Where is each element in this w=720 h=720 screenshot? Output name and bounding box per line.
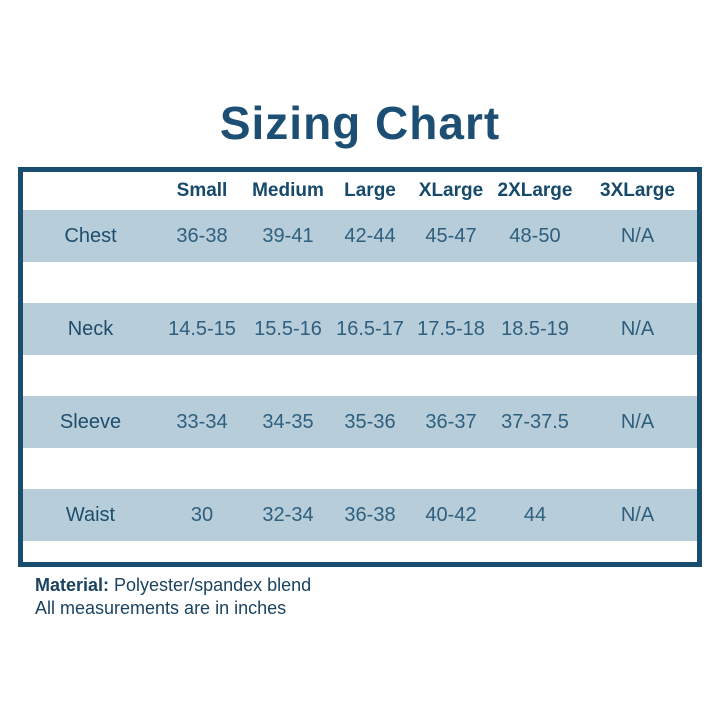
size-value-cell: 18.5-19	[501, 317, 569, 340]
size-value-cell: 42-44	[344, 224, 396, 247]
row-label: Sleeve	[59, 410, 122, 433]
column-header-2xlarge: 2XLarge	[497, 180, 573, 201]
table-row-neck: Neck 14.5-15 15.5-16 16.5-17 17.5-18 18.…	[23, 303, 697, 355]
measurements-note: All measurements are in inches	[35, 598, 287, 618]
column-header-small: Small	[176, 180, 228, 201]
row-label: Neck	[67, 317, 114, 340]
size-value-cell: 16.5-17	[336, 317, 404, 340]
table-header-row: Small Medium Large XLarge 2XLarge 3XLarg…	[23, 172, 697, 210]
material-line: Material: Polyester/spandex blend	[35, 574, 311, 597]
size-table: Small Medium Large XLarge 2XLarge 3XLarg…	[18, 167, 702, 567]
table-row-waist: Waist 30 32-34 36-38 40-42 44 N/A	[23, 489, 697, 541]
size-value-cell: 34-35	[262, 410, 314, 433]
table-row-chest: Chest 36-38 39-41 42-44 45-47 48-50 N/A	[23, 210, 697, 262]
column-header-large: Large	[344, 180, 396, 201]
row-label: Waist	[65, 503, 116, 526]
footer-notes: Material: Polyester/spandex blend All me…	[35, 574, 311, 620]
column-header-medium: Medium	[252, 180, 324, 201]
material-label: Material:	[35, 575, 110, 595]
size-value-cell: 36-38	[344, 503, 396, 526]
size-value-cell: N/A	[620, 410, 655, 433]
size-value-cell: 36-37	[425, 410, 477, 433]
size-value-cell: 37-37.5	[501, 410, 569, 433]
size-value-cell: 30	[190, 503, 214, 526]
size-value-cell: N/A	[620, 503, 655, 526]
material-value: Polyester/spandex blend	[109, 575, 312, 595]
size-value-cell: 44	[523, 503, 547, 526]
size-value-cell: 15.5-16	[254, 317, 322, 340]
size-value-cell: 48-50	[509, 224, 561, 247]
column-header-3xlarge: 3XLarge	[600, 180, 675, 201]
column-header-xlarge: XLarge	[418, 180, 484, 201]
size-value-cell: N/A	[620, 317, 655, 340]
row-label: Chest	[64, 224, 117, 247]
size-value-cell: 40-42	[425, 503, 477, 526]
size-value-cell: 14.5-15	[168, 317, 236, 340]
size-value-cell: N/A	[620, 224, 655, 247]
page-title: Sizing Chart	[219, 97, 501, 149]
size-value-cell: 45-47	[425, 224, 477, 247]
size-value-cell: 39-41	[262, 224, 314, 247]
size-value-cell: 36-38	[176, 224, 228, 247]
table-row-sleeve: Sleeve 33-34 34-35 35-36 36-37 37-37.5 N…	[23, 396, 697, 448]
size-value-cell: 35-36	[344, 410, 396, 433]
size-value-cell: 33-34	[176, 410, 228, 433]
size-value-cell: 17.5-18	[417, 317, 485, 340]
size-value-cell: 32-34	[262, 503, 314, 526]
